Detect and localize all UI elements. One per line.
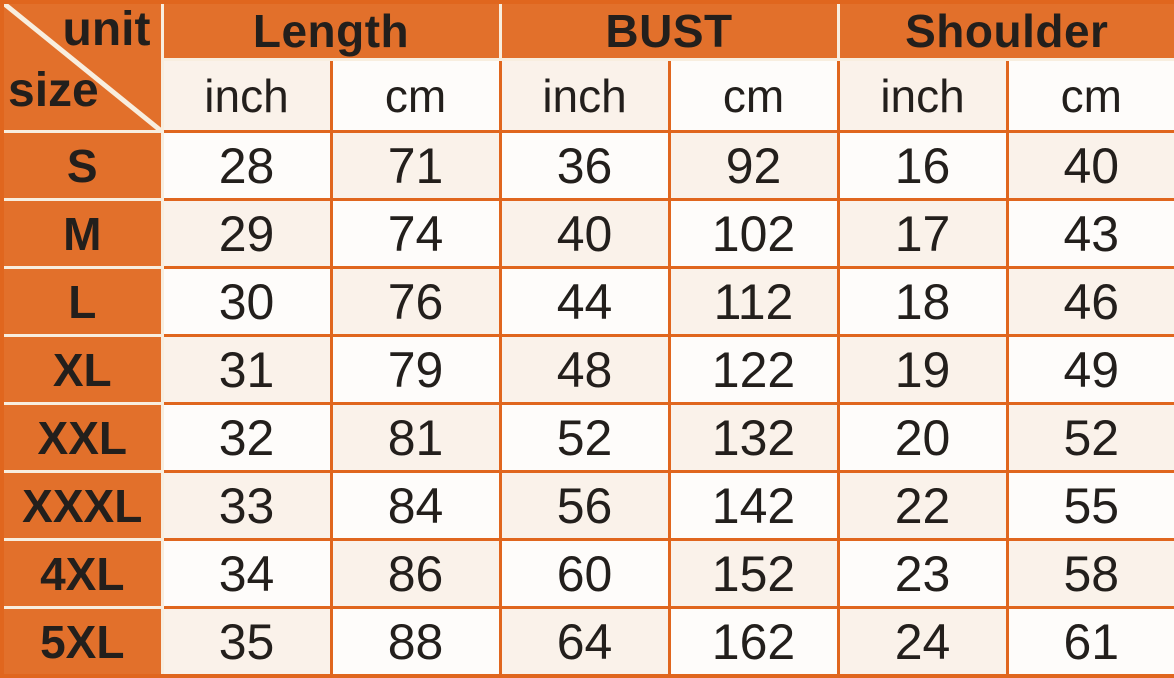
value-cell: 46 — [1005, 266, 1174, 338]
corner-size-label: size — [8, 64, 99, 118]
corner-unit-label: unit — [62, 3, 151, 56]
value-cell: 35 — [160, 606, 333, 678]
value-cell: 71 — [329, 129, 502, 202]
value-cell: 162 — [667, 606, 840, 678]
value-cell: 61 — [1005, 606, 1174, 678]
value-cell: 29 — [160, 198, 333, 270]
value-cell: 81 — [329, 402, 502, 474]
value-cell: 52 — [1005, 402, 1174, 474]
value-cell: 86 — [329, 538, 502, 610]
size-cell: L — [0, 266, 164, 338]
value-cell: 22 — [836, 470, 1009, 542]
group-header-row: unit size Length BUST Shoulder — [0, 0, 1174, 133]
unit-header-length-cm: cm — [329, 58, 502, 133]
value-cell: 102 — [667, 198, 840, 270]
unit-header-shoulder-inch: inch — [836, 58, 1009, 133]
corner-cell: unit size — [0, 0, 164, 133]
value-cell: 49 — [1005, 334, 1174, 406]
unit-header-bust-cm: cm — [667, 58, 840, 133]
diagonal-divider-line — [5, 4, 159, 129]
value-cell: 84 — [329, 470, 502, 542]
table-row-xxl: XXL 32 81 52 132 20 52 — [0, 402, 1174, 474]
value-cell: 19 — [836, 334, 1009, 406]
size-cell: XXXL — [0, 470, 164, 542]
table-row-l: L 30 76 44 112 18 46 — [0, 266, 1174, 338]
unit-header-row: inch cm inch cm inch cm — [2, 58, 1174, 133]
value-cell: 17 — [836, 198, 1009, 270]
value-cell: 16 — [836, 129, 1009, 202]
value-cell: 122 — [667, 334, 840, 406]
unit-header-shoulder-cm: cm — [1005, 58, 1174, 133]
column-group-shoulder: Shoulder — [836, 0, 1174, 61]
column-group-bust: BUST — [498, 0, 840, 61]
value-cell: 40 — [498, 198, 671, 270]
value-cell: 88 — [329, 606, 502, 678]
value-cell: 30 — [160, 266, 333, 338]
value-cell: 132 — [667, 402, 840, 474]
unit-header-bust-inch: inch — [498, 58, 671, 133]
size-cell: M — [0, 198, 164, 270]
value-cell: 31 — [160, 334, 333, 406]
size-cell: S — [0, 129, 164, 202]
value-cell: 18 — [836, 266, 1009, 338]
size-cell: 4XL — [0, 538, 164, 610]
value-cell: 36 — [498, 129, 671, 202]
value-cell: 20 — [836, 402, 1009, 474]
value-cell: 74 — [329, 198, 502, 270]
value-cell: 142 — [667, 470, 840, 542]
size-cell: XXL — [0, 402, 164, 474]
column-group-length: Length — [160, 0, 502, 61]
table-row-xxxl: XXXL 33 84 56 142 22 55 — [0, 470, 1174, 542]
value-cell: 52 — [498, 402, 671, 474]
value-cell: 152 — [667, 538, 840, 610]
value-cell: 79 — [329, 334, 502, 406]
table-row-5xl: 5XL 35 88 64 162 24 61 — [0, 606, 1174, 678]
value-cell: 44 — [498, 266, 671, 338]
table-row-s: S 28 71 36 92 16 40 — [0, 129, 1174, 202]
value-cell: 64 — [498, 606, 671, 678]
value-cell: 23 — [836, 538, 1009, 610]
value-cell: 48 — [498, 334, 671, 406]
value-cell: 32 — [160, 402, 333, 474]
size-cell: XL — [0, 334, 164, 406]
value-cell: 43 — [1005, 198, 1174, 270]
value-cell: 56 — [498, 470, 671, 542]
value-cell: 28 — [160, 129, 333, 202]
value-cell: 76 — [329, 266, 502, 338]
size-cell: 5XL — [0, 606, 164, 678]
table-row-xl: XL 31 79 48 122 19 49 — [0, 334, 1174, 406]
value-cell: 34 — [160, 538, 333, 610]
value-cell: 112 — [667, 266, 840, 338]
table-row-m: M 29 74 40 102 17 43 — [0, 198, 1174, 270]
value-cell: 92 — [667, 129, 840, 202]
value-cell: 58 — [1005, 538, 1174, 610]
value-cell: 24 — [836, 606, 1009, 678]
table-row-4xl: 4XL 34 86 60 152 23 58 — [0, 538, 1174, 610]
value-cell: 55 — [1005, 470, 1174, 542]
value-cell: 33 — [160, 470, 333, 542]
value-cell: 40 — [1005, 129, 1174, 202]
value-cell: 60 — [498, 538, 671, 610]
unit-header-length-inch: inch — [160, 58, 333, 133]
